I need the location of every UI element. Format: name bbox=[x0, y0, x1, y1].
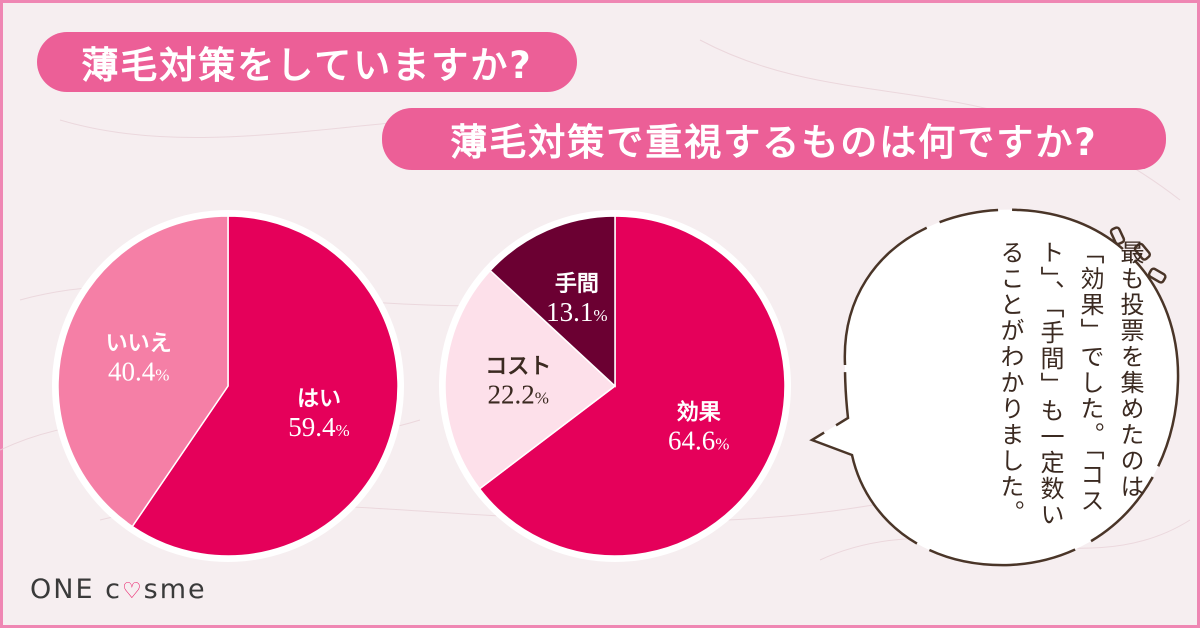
question-1-title: 薄毛対策をしていますか? bbox=[37, 32, 577, 92]
pie-slice bbox=[131, 215, 399, 557]
brand-logo: ONE c♡sme bbox=[30, 574, 207, 605]
slice-label: はい bbox=[297, 386, 341, 411]
logo-text-a: ONE c bbox=[30, 574, 122, 605]
pie-slice bbox=[57, 215, 229, 528]
slice-unit: % bbox=[155, 365, 169, 384]
slice-value: 40.4% bbox=[108, 356, 169, 386]
logo-text-b: sme bbox=[143, 574, 207, 605]
slice-label: いいえ bbox=[106, 330, 172, 355]
slice-label: コスト bbox=[485, 353, 551, 378]
bubble-outline bbox=[809, 208, 1180, 567]
slice-unit: % bbox=[715, 435, 729, 454]
pie-slice bbox=[444, 269, 617, 490]
pie-slice bbox=[478, 215, 786, 557]
slice-label: 手間 bbox=[555, 271, 599, 296]
slice-unit: % bbox=[535, 388, 549, 407]
slice-label: 効果 bbox=[677, 400, 721, 425]
slice-unit: % bbox=[593, 306, 607, 325]
heart-icon: ♡ bbox=[121, 579, 144, 604]
slice-unit: % bbox=[336, 421, 350, 440]
slice-value: 64.6% bbox=[668, 426, 729, 456]
pie-slice bbox=[489, 215, 616, 388]
bubble-comment: 最も投票を集めたのは「効果」でした。「コスト」、「手間」も一定数いることがわかり… bbox=[996, 240, 1144, 528]
question-2-title: 薄毛対策で重視するものは何ですか? bbox=[382, 108, 1166, 170]
emphasis-marks bbox=[1109, 226, 1167, 284]
